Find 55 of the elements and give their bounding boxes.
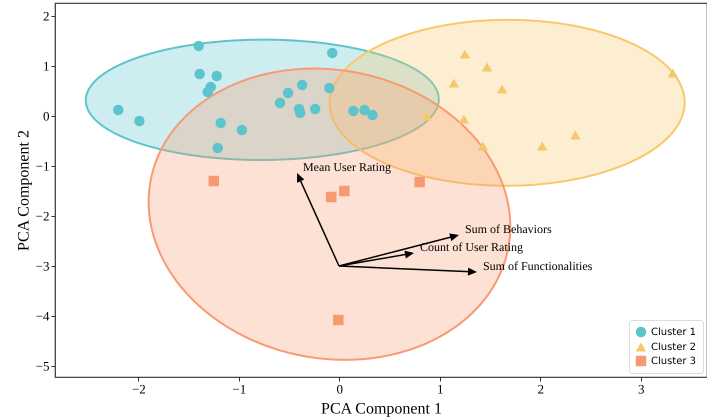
point [193, 40, 204, 52]
point [668, 68, 678, 78]
y-tick-label: 1 [43, 58, 50, 74]
point [212, 70, 222, 82]
x-tick-label: 1 [437, 382, 444, 396]
y-tick-label: 2 [43, 8, 50, 24]
point [458, 114, 470, 124]
x-axis-title: PCA Component 1 [321, 400, 442, 418]
point [274, 98, 286, 108]
point [496, 84, 508, 94]
y-tick-label: −5 [36, 358, 50, 374]
annotation: Mean User Rating [303, 160, 391, 174]
point [421, 111, 432, 121]
x-tick-label: −1 [232, 382, 246, 396]
point [367, 110, 378, 120]
point [537, 141, 548, 151]
point [324, 82, 335, 94]
point [216, 118, 226, 128]
annotation: Count of User Rating [420, 240, 523, 254]
legend-label: Cluster 3 [651, 356, 696, 367]
point [327, 48, 338, 58]
point [326, 192, 337, 202]
x-tick-label: 3 [638, 382, 644, 396]
x-tick-label: 0 [336, 382, 344, 396]
annotation: Sum of Functionalities [483, 258, 593, 273]
y-tick-label: −2 [36, 208, 50, 224]
point [212, 142, 223, 154]
legend-label: Cluster 2 [651, 342, 696, 353]
point [333, 314, 344, 326]
point [359, 104, 370, 116]
x-tick-label: 2 [537, 382, 544, 396]
point [134, 116, 145, 126]
y-axis-title: PCA Component 2 [16, 130, 33, 251]
point [478, 141, 488, 151]
y-tick-label: 0 [43, 108, 50, 124]
y-tick-label: −4 [36, 308, 50, 324]
point [448, 78, 460, 88]
x-tick-label: −2 [132, 382, 146, 396]
y-tick-label: −1 [36, 158, 50, 174]
point [296, 80, 308, 90]
point [282, 88, 294, 98]
point [202, 86, 213, 98]
point [208, 176, 219, 186]
point [482, 62, 492, 72]
point [194, 68, 205, 80]
point [570, 130, 581, 140]
point [310, 104, 320, 114]
point [414, 176, 425, 188]
legend-label: Cluster 1 [651, 327, 696, 338]
point [339, 186, 350, 196]
point [236, 124, 248, 136]
point [113, 104, 124, 116]
y-tick-label: −3 [36, 258, 50, 274]
point [460, 49, 470, 59]
point [348, 106, 359, 116]
